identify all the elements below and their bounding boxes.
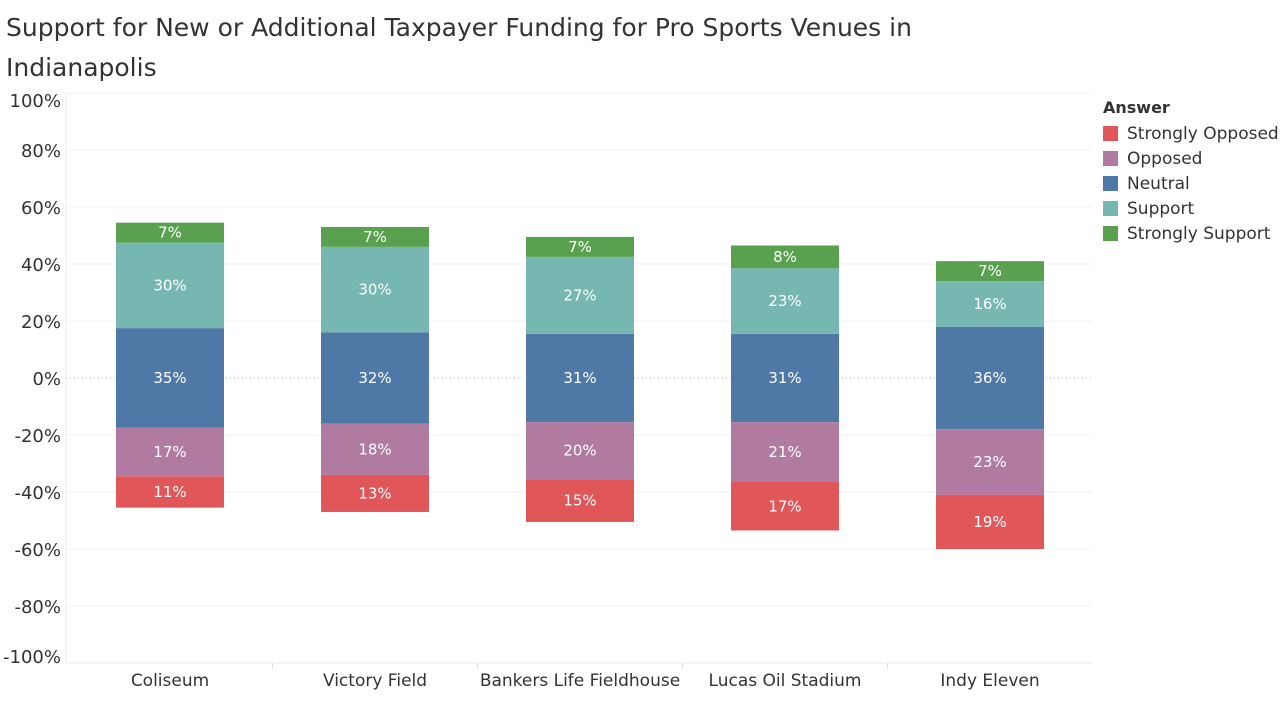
bar-segment-strongly-opposed [116, 476, 224, 508]
data-label: 16% [973, 295, 1006, 313]
x-category-label: Victory Field [323, 671, 427, 691]
legend-item[interactable]: Strongly Support [1103, 221, 1279, 246]
y-tick-label: 40% [21, 255, 61, 276]
y-tick-label: 0% [32, 369, 61, 390]
legend-item[interactable]: Neutral [1103, 171, 1279, 196]
data-label: 7% [158, 224, 182, 242]
legend-label: Support [1127, 198, 1195, 219]
legend-item[interactable]: Opposed [1103, 146, 1279, 171]
data-label: 30% [358, 281, 391, 299]
legend-swatch [1103, 176, 1118, 191]
x-category-label: Indy Eleven [940, 671, 1039, 691]
legend-item[interactable]: Strongly Opposed [1103, 121, 1279, 146]
bar-segment-neutral [321, 332, 429, 424]
bar-segment-opposed [526, 422, 634, 480]
bar-segment-opposed [321, 423, 429, 475]
data-label: 17% [153, 443, 186, 461]
chart-title: Support for New or Additional Taxpayer F… [6, 13, 912, 82]
y-tick-label: -20% [14, 426, 61, 447]
data-label: 30% [153, 276, 186, 294]
bar-segment-support [116, 242, 224, 329]
data-label: 36% [973, 369, 1006, 387]
x-category-label: Coliseum [131, 671, 209, 691]
bar-segment-strongly-support [936, 261, 1044, 282]
bar-segment-neutral [936, 326, 1044, 430]
data-label: 23% [973, 453, 1006, 471]
bar-segment-strongly-opposed [731, 482, 839, 531]
legend-item[interactable]: Support [1103, 196, 1279, 221]
bar-segment-neutral [116, 328, 224, 428]
bar-segment-strongly-support [526, 236, 634, 257]
bar-segment-strongly-support [321, 226, 429, 247]
data-label: 18% [358, 440, 391, 458]
data-label: 31% [563, 369, 596, 387]
legend-swatch [1103, 126, 1118, 141]
legend-swatch [1103, 201, 1118, 216]
bar-segment-strongly-support [731, 245, 839, 269]
bar-segment-opposed [116, 427, 224, 477]
y-tick-label: 60% [21, 198, 61, 219]
data-label: 32% [358, 369, 391, 387]
data-label: 13% [358, 484, 391, 502]
data-label: 17% [768, 497, 801, 515]
bar-segment-support [936, 281, 1044, 327]
legend-label: Opposed [1127, 148, 1203, 169]
legend-label: Strongly Opposed [1127, 123, 1279, 144]
bar-segment-support [526, 256, 634, 334]
y-tick-label: 80% [21, 141, 61, 162]
data-label: 31% [768, 369, 801, 387]
bar-segment-support [731, 268, 839, 334]
bar-segment-strongly-support [116, 222, 224, 243]
y-tick-label: -40% [14, 483, 61, 504]
x-category-label: Bankers Life Fieldhouse [480, 671, 680, 691]
data-label: 21% [768, 443, 801, 461]
data-label: 7% [568, 238, 592, 256]
bar-segment-strongly-opposed [526, 479, 634, 522]
data-label: 8% [773, 248, 797, 266]
bar-segment-opposed [936, 429, 1044, 495]
y-tick-label: -60% [14, 540, 61, 561]
legend-swatch [1103, 226, 1118, 241]
y-tick-label: 20% [21, 312, 61, 333]
data-label: 20% [563, 442, 596, 460]
data-label: 27% [563, 286, 596, 304]
data-label: 7% [363, 228, 387, 246]
bar-segment-neutral [526, 333, 634, 423]
bar-segment-strongly-opposed [321, 474, 429, 512]
data-label: 15% [563, 492, 596, 510]
x-category-label: Lucas Oil Stadium [709, 671, 862, 691]
legend-swatch [1103, 151, 1118, 166]
bar-segment-strongly-opposed [936, 494, 1044, 549]
y-tick-label: -100% [3, 647, 61, 668]
legend: Answer Strongly Opposed Opposed Neutral Sup… [1103, 98, 1279, 246]
data-label: 11% [153, 483, 186, 501]
data-label: 19% [973, 513, 1006, 531]
data-label: 7% [978, 262, 1002, 280]
bar-segment-support [321, 246, 429, 333]
legend-label: Neutral [1127, 173, 1190, 194]
bar-segment-neutral [731, 333, 839, 423]
legend-title: Answer [1103, 98, 1170, 117]
data-label: 35% [153, 369, 186, 387]
y-tick-label: -80% [14, 597, 61, 618]
legend-label: Strongly Support [1127, 223, 1271, 244]
bar-segment-opposed [731, 422, 839, 483]
data-label: 23% [768, 292, 801, 310]
y-tick-label: 100% [10, 91, 61, 112]
